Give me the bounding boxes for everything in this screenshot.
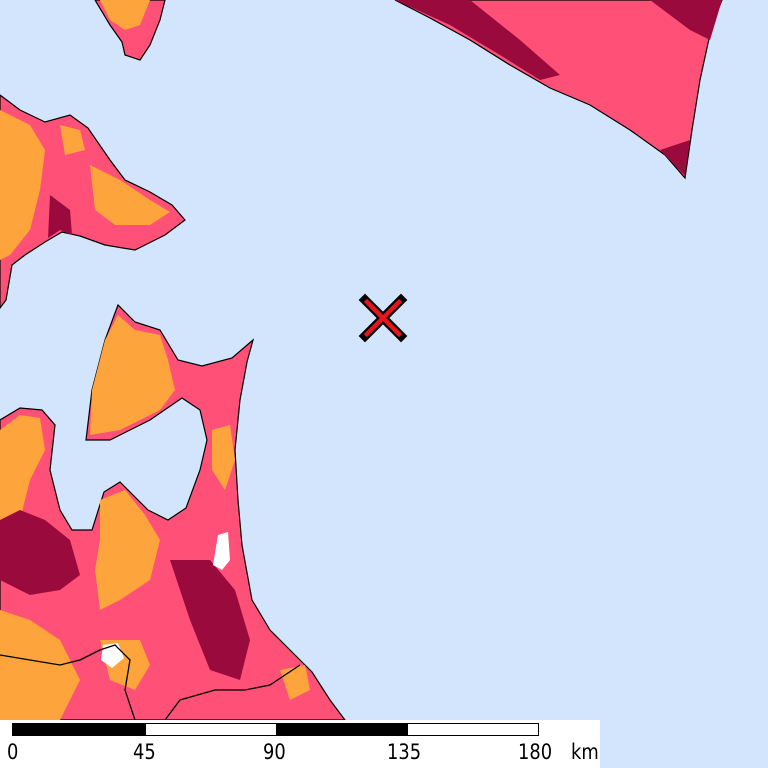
scale-bar: 0 45 90 135 180 km [0, 720, 600, 768]
lowland-oshima [0, 110, 170, 260]
prefecture-borders [0, 644, 301, 721]
scale-segment-3 [276, 723, 408, 736]
snow-patch [101, 532, 230, 668]
lowland-aomori-west [0, 415, 80, 720]
lowland-hokkaido-tip [100, 0, 150, 30]
scale-label-0: 0 [7, 740, 19, 764]
highland-aomori [0, 510, 250, 680]
scale-segment-4 [407, 723, 539, 736]
scale-label-180: 180 [518, 740, 553, 764]
scale-label-90: 90 [263, 740, 286, 764]
scale-label-135: 135 [387, 740, 422, 764]
highland-hokkaido-east [395, 0, 722, 176]
scale-segment-1 [12, 723, 146, 736]
scale-segment-2 [145, 723, 277, 736]
x-cross-icon[interactable] [358, 293, 408, 343]
highland-oshima [48, 195, 72, 238]
land-oshima-peninsula [0, 94, 186, 309]
scale-unit: km [571, 740, 599, 764]
lowland-shimokita [90, 315, 175, 435]
scale-label-45: 45 [133, 740, 156, 764]
